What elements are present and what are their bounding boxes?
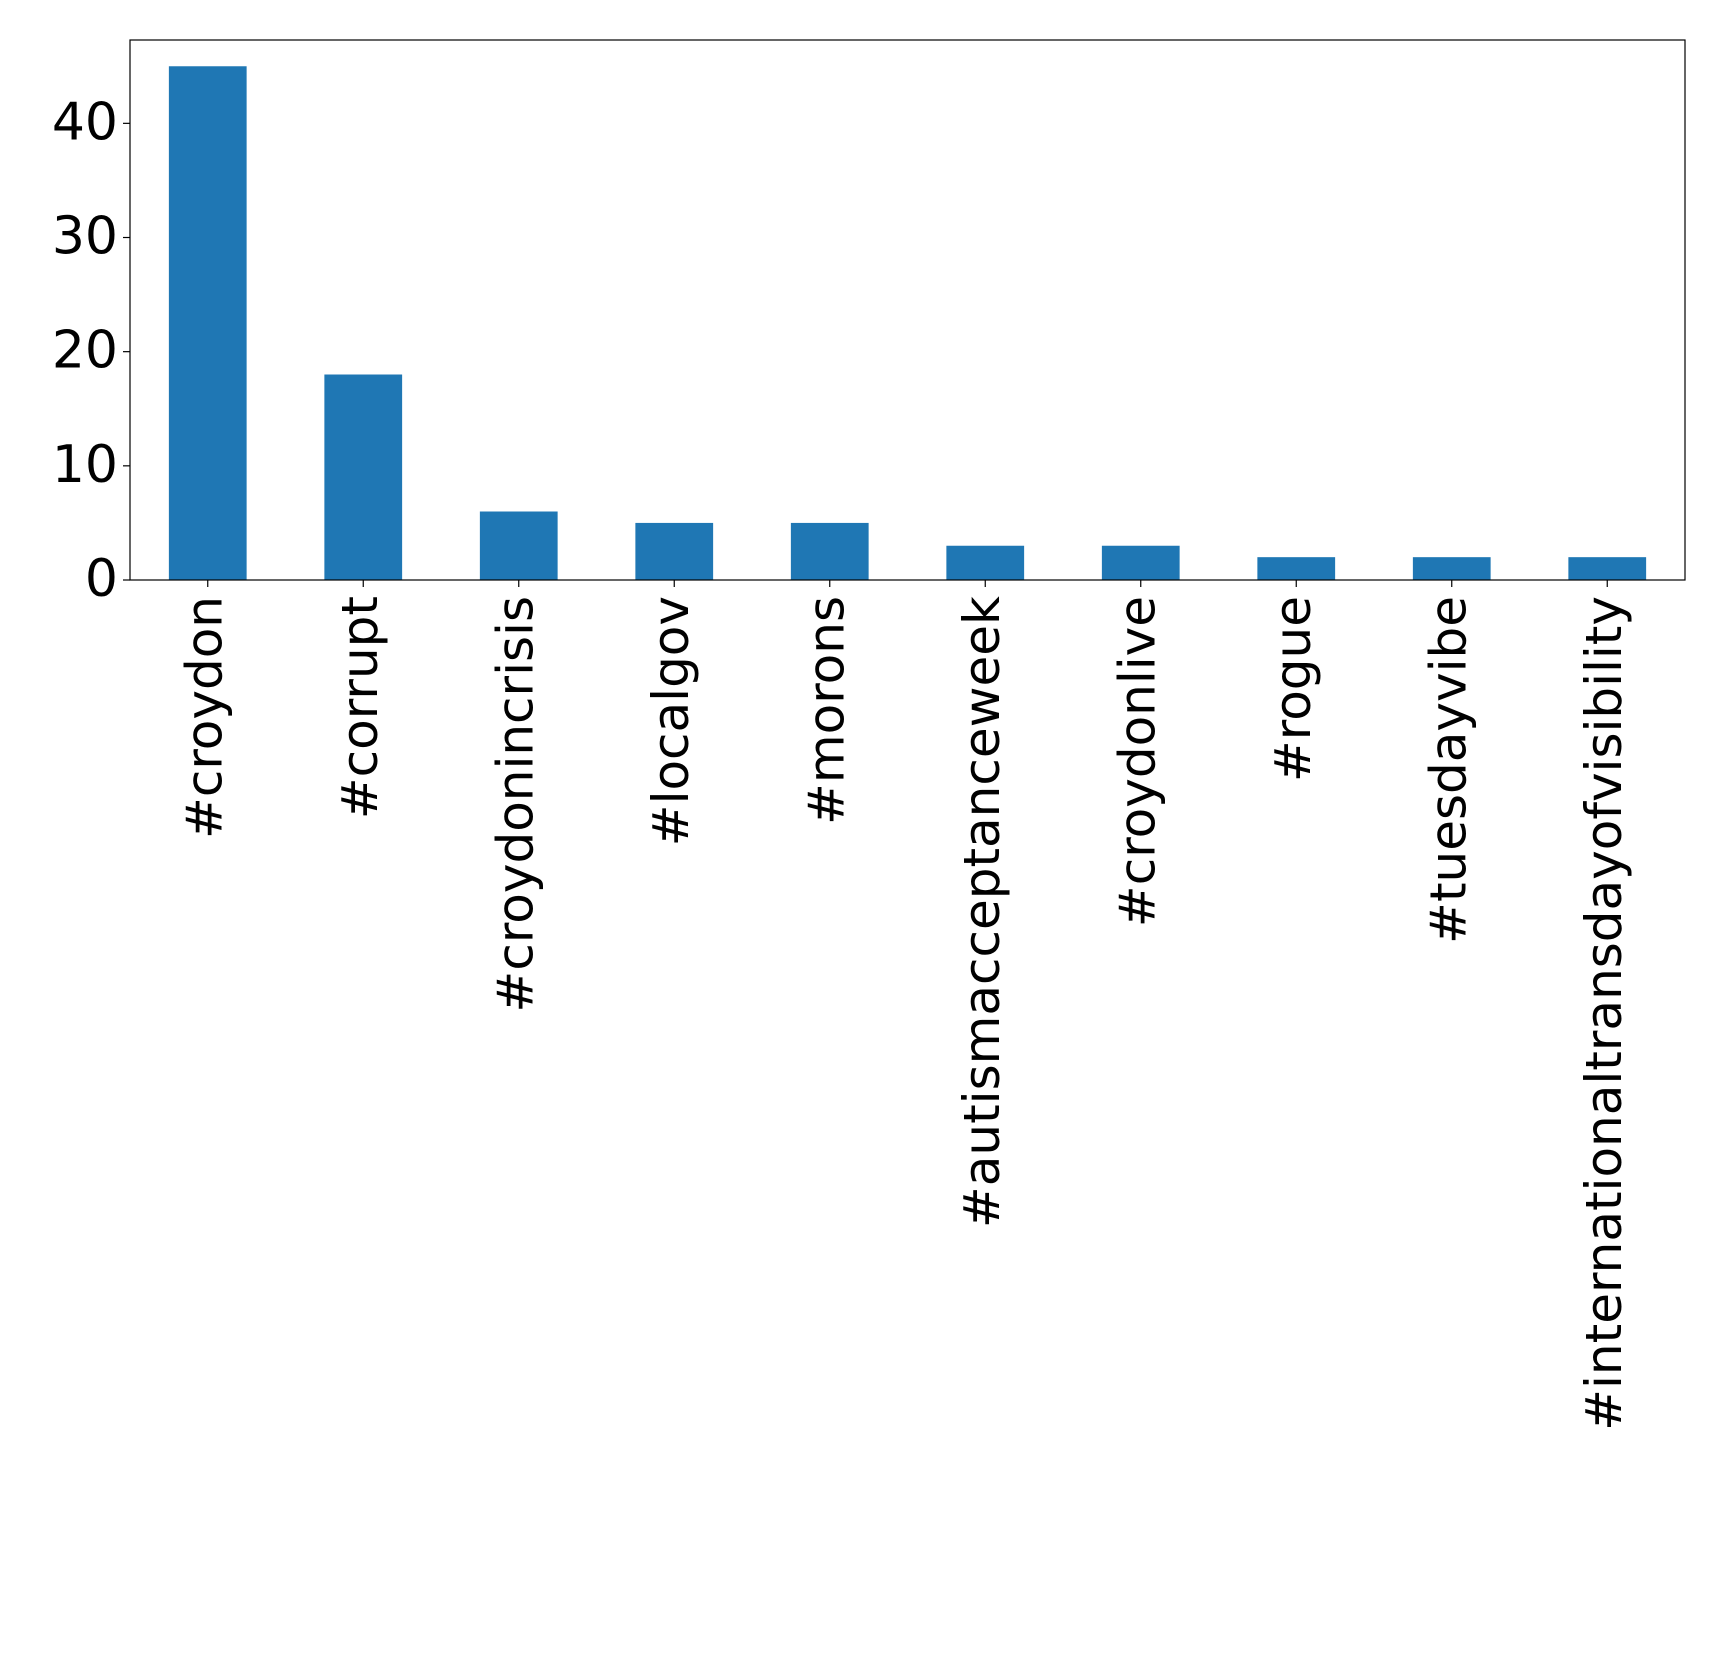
x-tick-label: #croydonlive <box>1108 596 1166 927</box>
x-tick-label: #localgov <box>642 596 700 846</box>
bar <box>635 522 714 580</box>
x-tick-label: #morons <box>797 596 855 825</box>
bar <box>479 511 558 580</box>
y-tick-label: 20 <box>52 321 118 381</box>
y-tick-label: 10 <box>52 435 118 495</box>
x-tick-label: #croydonincrisis <box>486 596 544 1013</box>
x-axis: #croydon #corrupt #croydonincrisis #localgo… <box>175 580 1633 1431</box>
y-axis: 0 10 20 30 40 <box>52 92 130 609</box>
bar <box>1257 557 1336 580</box>
x-tick-label: #internationaltransdayofvisibility <box>1575 596 1633 1431</box>
x-tick-label: #rogue <box>1264 596 1322 782</box>
bar <box>790 522 869 580</box>
bar <box>324 374 403 580</box>
y-tick-label: 0 <box>85 549 118 609</box>
x-tick-label: #croydon <box>175 596 233 839</box>
bar <box>168 66 247 580</box>
y-tick-label: 40 <box>52 92 118 152</box>
y-tick-label: 30 <box>52 207 118 267</box>
bar <box>1101 545 1180 580</box>
bar <box>1412 557 1491 580</box>
x-tick-label: #autismacceptanceweek <box>953 596 1011 1228</box>
x-tick-label: #tuesdayvibe <box>1419 596 1477 944</box>
bar <box>946 545 1025 580</box>
x-tick-label: #corrupt <box>331 596 389 819</box>
bars-layer <box>168 66 1647 580</box>
plot-frame <box>129 39 1686 581</box>
bar <box>1568 557 1647 580</box>
